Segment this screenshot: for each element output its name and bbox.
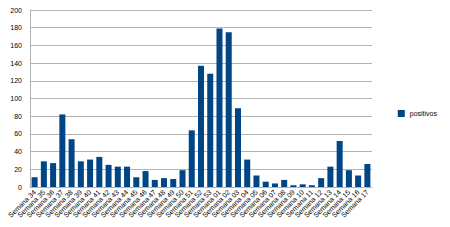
svg-text:0: 0 [18, 184, 22, 191]
svg-text:200: 200 [10, 7, 22, 14]
svg-text:160: 160 [10, 42, 22, 49]
svg-text:Semana 36: Semana 36 [25, 188, 56, 219]
svg-text:Semana 05: Semana 05 [228, 188, 259, 219]
svg-text:Semana 43: Semana 43 [90, 188, 121, 219]
svg-text:Semana 46: Semana 46 [117, 188, 148, 219]
svg-text:Semana 15: Semana 15 [321, 188, 352, 219]
svg-text:Semana 35: Semana 35 [16, 188, 47, 219]
svg-text:Semana 13: Semana 13 [302, 188, 333, 219]
svg-text:Semana 17: Semana 17 [340, 188, 370, 218]
svg-text:Semana 38: Semana 38 [43, 188, 75, 219]
svg-text:Semana 40: Semana 40 [62, 188, 93, 219]
svg-text:Semana 50: Semana 50 [154, 188, 185, 219]
svg-text:Semana 14: Semana 14 [311, 188, 343, 219]
svg-text:40: 40 [14, 148, 22, 155]
svg-text:80: 80 [14, 113, 22, 120]
svg-text:Semana 49: Semana 49 [145, 188, 176, 219]
svg-text:100: 100 [10, 95, 22, 102]
svg-text:Semana 02: Semana 02 [201, 188, 232, 219]
svg-text:60: 60 [14, 130, 22, 137]
svg-text:Semana 01: Semana 01 [191, 188, 222, 219]
svg-text:140: 140 [10, 60, 22, 67]
svg-text:Semana 44: Semana 44 [99, 188, 130, 219]
svg-text:positivos: positivos [410, 110, 438, 118]
svg-text:Semana 11: Semana 11 [284, 188, 315, 219]
svg-text:Semana 47: Semana 47 [127, 188, 158, 219]
svg-text:Semana 51: Semana 51 [164, 188, 195, 219]
svg-text:120: 120 [10, 77, 22, 84]
svg-text:Semana 03: Semana 03 [210, 188, 241, 219]
svg-text:180: 180 [10, 24, 22, 31]
svg-text:Semana 41: Semana 41 [71, 188, 102, 219]
svg-text:Semana 04: Semana 04 [219, 188, 250, 219]
svg-text:Semana 53: Semana 53 [182, 188, 213, 219]
svg-text:20: 20 [14, 166, 22, 173]
svg-text:Semana 10: Semana 10 [274, 188, 306, 219]
svg-text:Semana 52: Semana 52 [173, 188, 204, 219]
svg-text:Semana 42: Semana 42 [80, 188, 111, 219]
svg-text:Semana 34: Semana 34 [6, 188, 38, 219]
svg-text:Semana 48: Semana 48 [136, 188, 167, 219]
svg-text:Semana 06: Semana 06 [238, 188, 269, 219]
svg-text:Semana 09: Semana 09 [265, 188, 296, 219]
svg-text:Semana 07: Semana 07 [247, 188, 278, 219]
svg-text:Semana 12: Semana 12 [293, 188, 324, 219]
svg-text:Semana 37: Semana 37 [34, 188, 65, 219]
svg-text:Semana 16: Semana 16 [330, 188, 361, 219]
svg-text:Semana 39: Semana 39 [53, 188, 84, 219]
svg-text:Semana 45: Semana 45 [108, 188, 139, 219]
svg-text:Semana 08: Semana 08 [256, 188, 287, 219]
